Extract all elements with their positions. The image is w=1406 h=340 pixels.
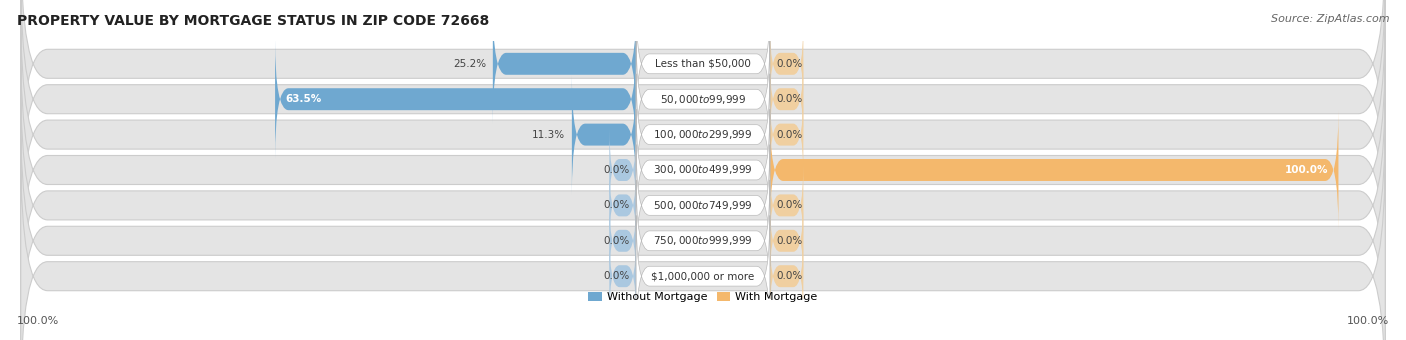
Text: 63.5%: 63.5%: [285, 94, 322, 104]
Text: Source: ZipAtlas.com: Source: ZipAtlas.com: [1271, 14, 1389, 23]
Text: $750,000 to $999,999: $750,000 to $999,999: [654, 234, 752, 247]
FancyBboxPatch shape: [636, 109, 770, 231]
Text: 0.0%: 0.0%: [776, 200, 803, 210]
FancyBboxPatch shape: [636, 215, 770, 337]
Text: 100.0%: 100.0%: [17, 317, 59, 326]
FancyBboxPatch shape: [276, 39, 636, 159]
Text: 0.0%: 0.0%: [776, 130, 803, 140]
FancyBboxPatch shape: [770, 234, 803, 318]
FancyBboxPatch shape: [21, 7, 1385, 262]
FancyBboxPatch shape: [494, 4, 636, 124]
FancyBboxPatch shape: [609, 128, 636, 212]
Text: $50,000 to $99,999: $50,000 to $99,999: [659, 93, 747, 106]
Text: 0.0%: 0.0%: [603, 200, 630, 210]
Text: 0.0%: 0.0%: [776, 271, 803, 281]
Text: 0.0%: 0.0%: [776, 59, 803, 69]
FancyBboxPatch shape: [636, 144, 770, 266]
FancyBboxPatch shape: [770, 163, 803, 248]
FancyBboxPatch shape: [609, 199, 636, 283]
FancyBboxPatch shape: [770, 22, 803, 106]
Text: $100,000 to $299,999: $100,000 to $299,999: [654, 128, 752, 141]
FancyBboxPatch shape: [609, 234, 636, 318]
FancyBboxPatch shape: [21, 78, 1385, 333]
FancyBboxPatch shape: [609, 163, 636, 248]
Text: 0.0%: 0.0%: [776, 94, 803, 104]
Text: $1,000,000 or more: $1,000,000 or more: [651, 271, 755, 281]
Text: 25.2%: 25.2%: [453, 59, 486, 69]
Text: Less than $50,000: Less than $50,000: [655, 59, 751, 69]
FancyBboxPatch shape: [21, 114, 1385, 340]
FancyBboxPatch shape: [770, 57, 803, 141]
FancyBboxPatch shape: [21, 149, 1385, 340]
FancyBboxPatch shape: [636, 38, 770, 160]
Text: PROPERTY VALUE BY MORTGAGE STATUS IN ZIP CODE 72668: PROPERTY VALUE BY MORTGAGE STATUS IN ZIP…: [17, 14, 489, 28]
Text: 0.0%: 0.0%: [603, 165, 630, 175]
FancyBboxPatch shape: [21, 43, 1385, 297]
Text: $500,000 to $749,999: $500,000 to $749,999: [654, 199, 752, 212]
Text: $300,000 to $499,999: $300,000 to $499,999: [654, 164, 752, 176]
Text: 0.0%: 0.0%: [603, 271, 630, 281]
FancyBboxPatch shape: [636, 3, 770, 125]
Text: 0.0%: 0.0%: [776, 236, 803, 246]
Legend: Without Mortgage, With Mortgage: Without Mortgage, With Mortgage: [583, 288, 823, 307]
FancyBboxPatch shape: [770, 92, 803, 177]
Text: 100.0%: 100.0%: [1347, 317, 1389, 326]
FancyBboxPatch shape: [636, 74, 770, 196]
FancyBboxPatch shape: [572, 75, 636, 194]
FancyBboxPatch shape: [770, 199, 803, 283]
FancyBboxPatch shape: [770, 110, 1339, 230]
FancyBboxPatch shape: [21, 0, 1385, 226]
Text: 0.0%: 0.0%: [603, 236, 630, 246]
FancyBboxPatch shape: [21, 0, 1385, 191]
Text: 11.3%: 11.3%: [531, 130, 565, 140]
FancyBboxPatch shape: [636, 180, 770, 302]
Text: 100.0%: 100.0%: [1285, 165, 1329, 175]
